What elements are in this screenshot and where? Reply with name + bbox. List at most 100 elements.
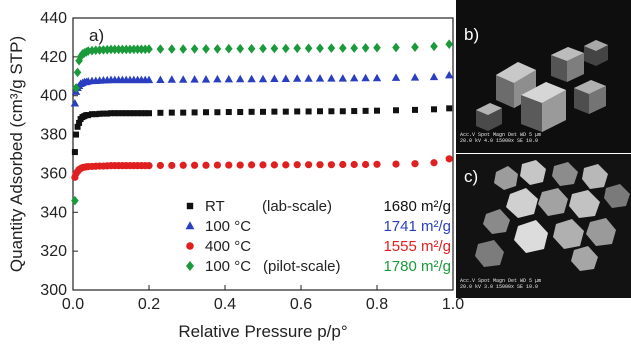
data-point-diamond (350, 43, 358, 53)
legend-marker-diamond (186, 261, 194, 271)
data-point-circle (270, 161, 278, 169)
data-point-circle (411, 160, 419, 168)
data-point-square (180, 109, 187, 116)
data-point-diamond (430, 41, 438, 52)
data-point-diamond (141, 44, 149, 55)
data-point-circle (248, 161, 256, 169)
x-tick-label: 0.2 (138, 296, 160, 313)
data-point-square (412, 106, 418, 113)
series-2 (71, 155, 453, 181)
data-point-diamond (361, 43, 370, 53)
data-point-triangle (410, 73, 420, 81)
data-point-triangle (391, 73, 401, 81)
data-point-square (104, 110, 111, 117)
data-point-square (271, 108, 278, 115)
data-point-triangle (372, 73, 382, 82)
data-point-diamond (392, 42, 400, 53)
x-axis-title: Relative Pressure p/p° (178, 322, 347, 341)
data-point-square (339, 108, 346, 115)
data-point-circle (202, 161, 210, 169)
panel-label-b: b) (464, 25, 479, 44)
legend-surface-area: 1780 m²/g (383, 258, 451, 275)
data-point-triangle (156, 75, 165, 83)
data-point-triangle (429, 72, 439, 81)
legend-series-name: 100 °C (205, 258, 251, 275)
data-point-diamond (190, 44, 199, 54)
data-point-square (127, 110, 133, 117)
data-point-triangle (144, 75, 154, 84)
data-point-circle (339, 160, 347, 169)
panel-label-a: a) (89, 26, 104, 45)
legend-marker-square (186, 202, 194, 210)
data-point-circle (293, 161, 301, 169)
legend-surface-area: 1555 m²/g (383, 238, 451, 255)
data-point-circle (350, 160, 358, 169)
series-3 (71, 39, 453, 206)
data-point-diamond (236, 43, 244, 54)
data-point-diamond (445, 39, 453, 50)
micrograph-b-scale-caption: Acc.V Spot Magn Det WD 5 μm (460, 132, 542, 138)
data-point-circle (156, 161, 164, 170)
data-point-square (138, 110, 145, 117)
data-point-square (225, 109, 232, 116)
data-point-square (431, 106, 437, 113)
data-point-diamond (168, 44, 176, 54)
x-tick-label: 0.4 (214, 296, 236, 313)
data-point-diamond (225, 43, 233, 54)
x-tick-label: 0.0 (62, 296, 84, 313)
legend-series-name: 400 °C (205, 238, 251, 255)
data-point-circle (392, 160, 400, 168)
data-point-square (100, 110, 107, 117)
data-point-square (362, 107, 369, 114)
y-axis-title: Quantity Adsorbed (cm³/g STP) (7, 36, 26, 272)
y-tick-label: 420 (40, 49, 67, 66)
data-point-square (374, 107, 380, 114)
data-point-circle (191, 161, 199, 169)
data-point-diamond (72, 83, 80, 93)
data-point-square (134, 110, 141, 117)
data-point-circle (305, 161, 313, 169)
data-point-diamond (339, 43, 347, 53)
data-point-triangle (70, 98, 80, 107)
data-point-triangle (201, 75, 211, 83)
micrograph-c-scale-values: 20.0 kV 3.0 15000x SE 10.0 (460, 284, 539, 290)
data-point-triangle (258, 74, 268, 83)
data-point-square (92, 111, 99, 118)
data-point-circle (168, 161, 176, 170)
data-point-square (71, 149, 78, 156)
data-point-triangle (445, 70, 454, 79)
x-axis-ticks: 0.0 0.2 0.4 0.6 0.8 1.0 (62, 285, 464, 313)
data-point-square (76, 119, 83, 126)
y-tick-label: 320 (40, 243, 67, 260)
data-point-square (260, 108, 266, 115)
data-point-square (123, 110, 130, 117)
data-point-square (119, 110, 126, 117)
data-point-square (328, 108, 335, 115)
data-point-diamond (270, 43, 279, 54)
data-point-triangle (361, 73, 370, 82)
data-point-diamond (156, 44, 165, 54)
data-point-diamond (304, 43, 313, 54)
data-point-diamond (145, 44, 153, 54)
data-point-triangle (315, 74, 325, 82)
data-point-diamond (118, 44, 127, 55)
data-point-diamond (282, 43, 290, 54)
data-point-square (203, 109, 209, 116)
data-point-circle (327, 161, 335, 169)
data-point-circle (259, 161, 267, 169)
data-point-triangle (350, 73, 359, 82)
data-point-square (446, 105, 453, 112)
data-point-square (130, 110, 137, 117)
data-point-diamond (71, 195, 79, 206)
data-point-square (157, 109, 164, 116)
data-point-diamond (103, 44, 111, 55)
data-point-diamond (373, 42, 381, 53)
micrograph-c-scalebar: Acc.V Spot Magn Det WD 5 μm 20.0 kV 3.0 … (460, 278, 627, 290)
data-point-triangle (304, 74, 313, 82)
micrograph-panel-b: b) Acc.V Spot Magn Det WD 5 μm 20.0 kV 4… (456, 0, 631, 153)
legend-series-name: 100 °C (205, 218, 251, 235)
data-point-diamond (293, 43, 301, 54)
legend-series-name: RT (205, 198, 225, 215)
data-point-square (214, 109, 221, 116)
data-point-triangle (167, 75, 176, 83)
